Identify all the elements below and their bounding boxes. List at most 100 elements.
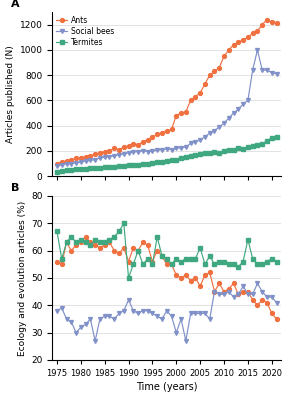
Social bees [79, 160, 83, 165]
Social bees [127, 150, 130, 155]
Termites [194, 153, 197, 158]
Social bees [103, 155, 106, 160]
Ants [103, 149, 106, 154]
Termites [155, 160, 159, 165]
Termites [275, 135, 278, 140]
Social bees [246, 98, 250, 103]
X-axis label: Time (years): Time (years) [136, 382, 197, 392]
Termites [117, 164, 121, 169]
Social bees [65, 162, 68, 166]
Ants [256, 28, 259, 33]
Social bees [74, 160, 78, 165]
Termites [103, 165, 106, 170]
Social bees [203, 135, 207, 140]
Ants [70, 157, 73, 162]
Termites [108, 165, 111, 170]
Termites [74, 167, 78, 172]
Termites [251, 144, 254, 148]
Social bees [232, 111, 235, 116]
Ants [84, 154, 87, 159]
Termites [141, 162, 145, 166]
Ants [179, 111, 183, 116]
Social bees [141, 148, 145, 153]
Social bees [175, 146, 178, 151]
Termites [98, 166, 102, 170]
Ants [213, 69, 216, 74]
Ants [222, 54, 226, 58]
Ants [237, 40, 240, 45]
Social bees [198, 137, 202, 142]
Text: A: A [11, 0, 20, 9]
Termites [89, 166, 92, 171]
Termites [203, 151, 207, 156]
Ants [232, 42, 235, 47]
Termites [151, 160, 154, 165]
Social bees [237, 107, 240, 112]
Termites [241, 147, 245, 152]
Termites [122, 164, 126, 168]
Termites [79, 167, 83, 172]
Termites [60, 169, 64, 174]
Social bees [218, 124, 221, 129]
Ants [165, 128, 168, 133]
Termites [93, 166, 97, 170]
Ants [74, 156, 78, 161]
Ants [60, 159, 64, 164]
Termites [165, 158, 168, 163]
Social bees [222, 121, 226, 126]
Social bees [113, 154, 116, 158]
Ants [113, 146, 116, 151]
Termites [265, 138, 269, 143]
Ants [98, 150, 102, 155]
Ants [218, 65, 221, 70]
Ants [55, 161, 59, 166]
Termites [232, 147, 235, 152]
Ants [65, 158, 68, 163]
Social bees [89, 158, 92, 163]
Line: Social bees: Social bees [55, 48, 278, 168]
Termites [65, 168, 68, 173]
Social bees [227, 116, 231, 120]
Social bees [122, 152, 126, 156]
Ants [198, 90, 202, 95]
Ants [122, 145, 126, 150]
Ants [155, 132, 159, 137]
Social bees [170, 147, 173, 152]
Social bees [108, 154, 111, 159]
Line: Termites: Termites [55, 135, 278, 174]
Termites [127, 163, 130, 168]
Ants [141, 140, 145, 144]
Termites [84, 166, 87, 171]
Ants [160, 130, 164, 135]
Termites [160, 159, 164, 164]
Social bees [70, 161, 73, 166]
Ants [194, 94, 197, 99]
Ants [260, 22, 264, 27]
Termites [132, 162, 135, 167]
Legend: Ants, Social bees, Termites: Ants, Social bees, Termites [55, 14, 115, 48]
Social bees [213, 128, 216, 133]
Social bees [155, 148, 159, 153]
Social bees [184, 145, 188, 150]
Termites [256, 143, 259, 148]
Termites [170, 158, 173, 163]
Line: Ants: Ants [55, 18, 278, 166]
Ants [89, 154, 92, 158]
Ants [151, 135, 154, 140]
Social bees [160, 147, 164, 152]
Ants [170, 127, 173, 132]
Y-axis label: Ecology and evolution articles (%): Ecology and evolution articles (%) [18, 200, 27, 356]
Ants [189, 98, 192, 103]
Ants [132, 142, 135, 146]
Ants [246, 35, 250, 40]
Ants [227, 48, 231, 52]
Ants [265, 17, 269, 22]
Ants [175, 113, 178, 118]
Termites [184, 155, 188, 160]
Ants [270, 20, 273, 24]
Text: B: B [11, 182, 19, 192]
Social bees [136, 149, 140, 154]
Social bees [260, 68, 264, 72]
Social bees [270, 70, 273, 75]
Termites [179, 156, 183, 161]
